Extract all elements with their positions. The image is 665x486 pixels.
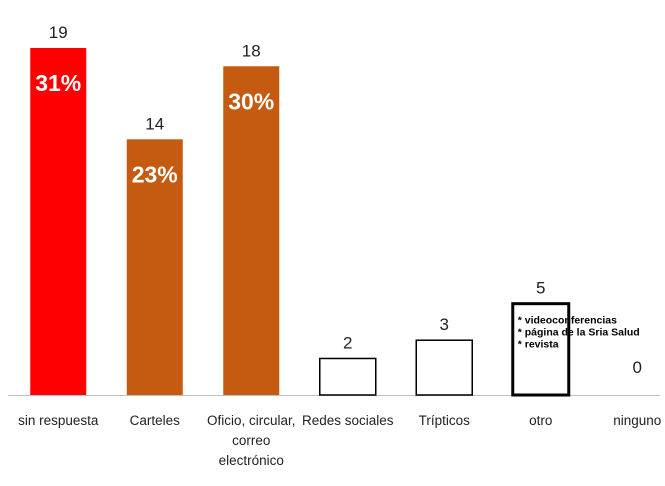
bar [126, 139, 183, 395]
data-label: 14 [145, 114, 164, 133]
category-label: ninguno [613, 413, 661, 428]
data-label: 3 [440, 315, 449, 334]
annotation-line: * página de la Sria Salud [518, 327, 640, 339]
bar [415, 339, 473, 396]
category-label: sin respuesta [18, 413, 99, 428]
category-label: correo [232, 433, 270, 448]
category-label: Trípticos [419, 413, 471, 428]
category-label: Redes sociales [302, 413, 394, 428]
category-label: Carteles [130, 413, 181, 428]
data-label: 2 [343, 333, 352, 352]
bar [223, 66, 280, 396]
percent-label: 23% [132, 161, 178, 187]
data-label: 0 [633, 358, 642, 377]
bar [30, 48, 87, 395]
data-label: 19 [49, 23, 68, 42]
data-label: 18 [242, 41, 261, 60]
category-label: otro [529, 413, 552, 428]
annotation-line: * revista [518, 339, 559, 351]
percent-label: 31% [35, 70, 81, 96]
bar [319, 357, 377, 396]
percent-label: 30% [228, 88, 274, 114]
annotation-line: * videoconferencias [518, 315, 617, 327]
data-label: 5 [536, 279, 545, 298]
category-label: Oficio, circular, [207, 413, 296, 428]
category-label: electrónico [219, 453, 284, 468]
bar [511, 302, 571, 397]
